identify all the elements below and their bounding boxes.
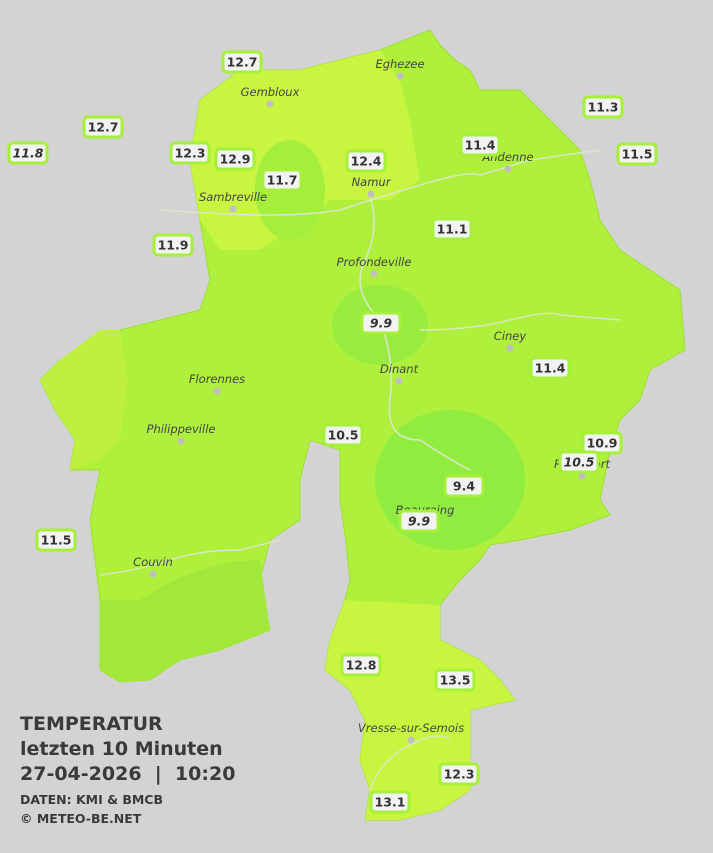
station-value: 12.3: [175, 146, 206, 161]
station-box: [7, 141, 49, 165]
city-label: Gembloux: [241, 85, 300, 99]
station-box: [431, 217, 473, 241]
city-label: Eghezee: [375, 57, 424, 71]
station-box: [35, 528, 77, 552]
city-label: Dinant: [380, 362, 419, 376]
station-box: [82, 115, 124, 139]
city-dot: [506, 344, 514, 352]
station-value: 11.7: [267, 173, 298, 188]
station-box: [221, 50, 263, 74]
station-box: [616, 142, 658, 166]
station-value: 10.5: [328, 428, 359, 443]
station-value: 10.9: [587, 436, 618, 451]
city-label: Couvin: [133, 555, 173, 569]
river: [359, 194, 471, 471]
station-value: 10.5: [564, 455, 595, 470]
city-dot: [213, 387, 221, 395]
warm-zone: [40, 330, 128, 470]
station-box: [529, 356, 571, 380]
city-dot: [396, 72, 404, 80]
station-box: [214, 147, 256, 171]
city-dot: [266, 100, 274, 108]
city-dot: [177, 437, 185, 445]
city-dot: [370, 270, 378, 278]
station-box: [398, 509, 440, 533]
station-box: [261, 168, 303, 192]
station-box: [322, 423, 364, 447]
station-box: [438, 762, 480, 786]
station-box: [169, 141, 211, 165]
station-box: [434, 668, 476, 692]
city-label: Profondeville: [337, 255, 412, 269]
station-value: 11.4: [535, 361, 566, 376]
river: [159, 149, 601, 216]
station-box: [152, 233, 194, 257]
city-dot: [504, 165, 512, 173]
city-label: Florennes: [189, 372, 245, 386]
station-value: 12.3: [444, 767, 475, 782]
river: [99, 539, 281, 576]
city-dot: [395, 377, 403, 385]
station-box: [581, 431, 623, 455]
station-box: [558, 450, 600, 474]
legend-source: DATEN: KMI & BMCB: [20, 792, 163, 807]
station-value: 11.1: [437, 222, 468, 237]
station-box: [443, 474, 485, 498]
station-value: 13.5: [440, 673, 471, 688]
city-dot: [229, 205, 237, 213]
station-value: 9.9: [408, 514, 430, 529]
station-value: 12.7: [88, 120, 119, 135]
station-value: 12.7: [227, 55, 258, 70]
river: [419, 312, 621, 331]
station-box: [459, 133, 501, 157]
city-dot: [578, 472, 586, 480]
station-value: 12.9: [220, 152, 251, 167]
station-box: [340, 653, 382, 677]
station-box: [345, 149, 387, 173]
station-value: 11.4: [465, 138, 496, 153]
station-value: 9.9: [370, 316, 392, 331]
city-label: Vresse-sur-Semois: [358, 721, 464, 735]
cool-zone: [100, 560, 270, 682]
city-label: Sambreville: [199, 190, 267, 204]
river: [369, 735, 451, 791]
legend-title: TEMPERATUR: [20, 713, 163, 735]
city-label: Namur: [352, 175, 392, 189]
station-value: 11.3: [588, 100, 619, 115]
city-dot: [407, 736, 415, 744]
station-box: [369, 790, 411, 814]
station-value: 12.4: [351, 154, 382, 169]
legend-copyright: © METEO-BE.NET: [20, 811, 142, 826]
station-box: [360, 311, 402, 335]
legend-timestamp: 27-04-2026 | 10:20: [20, 763, 235, 785]
city-dot: [367, 190, 375, 198]
station-value: 11.5: [622, 147, 653, 162]
station-value: 13.1: [375, 795, 406, 810]
station-value: 11.8: [13, 146, 44, 161]
station-value: 11.9: [158, 238, 189, 253]
station-value: 12.8: [346, 658, 377, 673]
city-dot: [149, 570, 157, 578]
station-box: [582, 95, 624, 119]
legend: TEMPERATUR letzten 10 Minuten 27-04-2026…: [20, 713, 235, 826]
legend-subtitle: letzten 10 Minuten: [20, 738, 223, 760]
city-label: Philippeville: [147, 422, 216, 436]
station-value: 11.5: [41, 533, 72, 548]
city-label: Ciney: [494, 329, 527, 343]
stations: 12.7 12.7 11.8 12.3 12.9 11.7 12.4 11.4 11.3 11.5…: [7, 50, 658, 814]
station-value: 9.4: [453, 479, 475, 494]
